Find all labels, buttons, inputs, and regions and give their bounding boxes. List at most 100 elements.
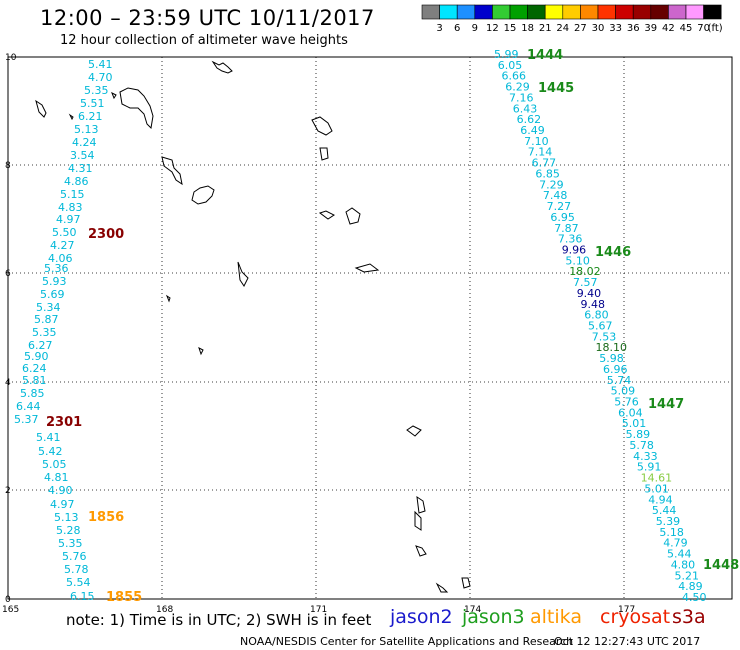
swh-value: 6.66: [502, 70, 527, 83]
swh-value: 5.44: [652, 504, 677, 517]
swh-value: 6.80: [584, 309, 609, 322]
y-tick-label: 6: [5, 269, 11, 279]
swh-value: 4.97: [50, 498, 75, 511]
y-tick-label: 8: [5, 161, 11, 171]
swh-value: 5.21: [675, 569, 700, 582]
legend-swatch: [703, 4, 722, 20]
swh-value: 6.49: [520, 124, 545, 137]
swh-value: 7.36: [558, 233, 583, 246]
legend-label: 27: [574, 23, 587, 34]
legend-swatch: [685, 4, 704, 20]
island-outline: [354, 263, 380, 273]
map-subtitle: 12 hour collection of altimeter wave hei…: [60, 33, 348, 48]
swh-value: 5.28: [56, 524, 81, 537]
swh-value: 5.09: [611, 385, 636, 398]
legend-label: 45: [680, 23, 693, 34]
swh-value: 5.35: [84, 84, 109, 97]
swh-value: 7.87: [554, 222, 579, 235]
swh-value: 6.24: [22, 362, 47, 375]
island-outline: [237, 261, 249, 287]
legend-label: 24: [556, 23, 569, 34]
swh-value: 5.37: [14, 413, 39, 426]
swh-value: 5.54: [66, 576, 91, 589]
swh-value: 4.27: [50, 239, 75, 252]
map-title: 12:00 – 23:59 UTC 10/11/2017: [40, 6, 375, 30]
swh-value: 5.98: [599, 352, 624, 365]
swh-value: 4.24: [72, 136, 97, 149]
swh-value: 6.44: [16, 400, 41, 413]
swh-value: 6.21: [78, 110, 103, 123]
swh-value: 4.80: [671, 558, 696, 571]
legend-swatch: [580, 4, 599, 20]
swh-value: 7.48: [543, 189, 568, 202]
swh-value: 5.01: [622, 417, 647, 430]
swh-value: 14.61: [641, 472, 673, 485]
swh-value: 4.86: [64, 175, 89, 188]
swh-value: 5.42: [38, 445, 63, 458]
swh-value: 5.99: [494, 48, 519, 61]
legend-swatch: [650, 4, 669, 20]
swh-value: 7.57: [573, 276, 598, 289]
y-tick-label: 10: [5, 53, 17, 63]
swh-value: 6.96: [603, 363, 628, 376]
swh-value: 5.41: [36, 431, 61, 444]
legend-label: 36: [627, 23, 640, 34]
legend-swatch: [562, 4, 581, 20]
island-outline: [68, 113, 74, 121]
y-tick-label: 2: [5, 486, 11, 496]
swh-value: 7.27: [547, 200, 572, 213]
swh-value: 3.54: [70, 149, 95, 162]
pass-time-label: 1447: [648, 397, 684, 412]
swh-value: 7.29: [539, 178, 564, 191]
swh-value: 9.40: [577, 287, 602, 300]
swh-value: 4.31: [68, 162, 93, 175]
island-outline: [198, 347, 204, 356]
legend-label: 9: [472, 23, 478, 34]
island-outline: [318, 210, 335, 220]
island-outline: [435, 582, 449, 593]
legend-label: 70: [697, 23, 710, 34]
swh-value: 5.05: [42, 458, 67, 471]
x-tick-label: 177: [618, 605, 635, 615]
swh-value: 4.50: [682, 591, 707, 604]
swh-value: 5.13: [74, 123, 99, 136]
legend-swatch: [439, 4, 458, 20]
swh-value: 4.83: [58, 201, 83, 214]
legend-swatch: [421, 4, 440, 20]
swh-value: 6.85: [535, 168, 560, 181]
swh-value: 6.29: [505, 81, 530, 94]
swh-value: 5.01: [644, 482, 669, 495]
map-frame: [7, 56, 733, 600]
island-outline: [311, 116, 333, 136]
legend-swatch: [474, 4, 493, 20]
swh-value: 5.34: [36, 301, 61, 314]
swh-value: 7.16: [509, 91, 534, 104]
legend-swatch: [615, 4, 634, 20]
legend-label: 3: [436, 23, 442, 34]
x-tick-label: 165: [2, 605, 19, 615]
swh-value: 4.06: [48, 252, 73, 265]
legend-label: 30: [592, 23, 605, 34]
swh-value: 6.15: [70, 590, 95, 603]
swh-value: 9.96: [562, 244, 587, 257]
island-outline: [165, 294, 171, 303]
island-outline: [119, 87, 154, 130]
satellite-name: cryosat: [600, 606, 671, 628]
swh-value: 5.90: [24, 350, 49, 363]
pass-time-label: 1856: [88, 510, 124, 525]
island-outline: [111, 91, 117, 100]
legend-label: 39: [644, 23, 657, 34]
legend-swatch: [668, 4, 687, 20]
x-tick-label: 171: [310, 605, 327, 615]
pass-time-label: 1855: [106, 590, 142, 605]
swh-value: 4.79: [663, 537, 688, 550]
swh-value: 9.48: [581, 298, 606, 311]
legend-swatch: [509, 4, 528, 20]
island-outline: [319, 147, 329, 161]
swh-value: 5.69: [40, 288, 65, 301]
swh-value: 4.97: [56, 213, 81, 226]
swh-value: 5.35: [32, 326, 57, 339]
graticule: [8, 57, 732, 599]
satellite-name: jason2: [390, 606, 453, 628]
swh-value: 7.53: [592, 330, 617, 343]
